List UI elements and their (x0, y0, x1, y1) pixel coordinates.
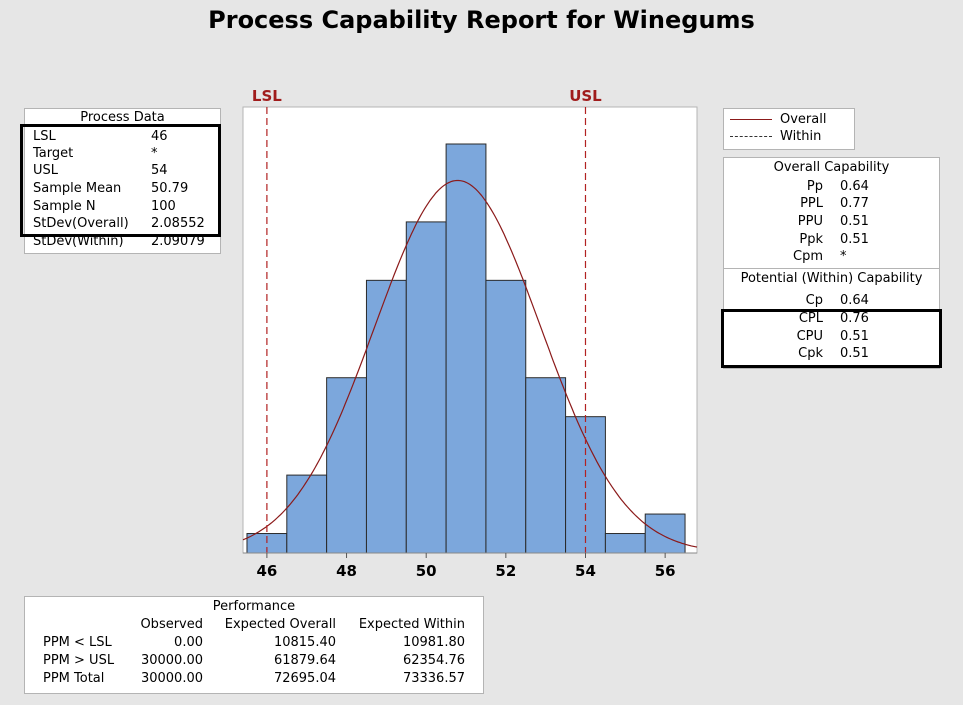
overall-capability-title: Overall Capability (773, 160, 890, 175)
x-tick-label: 48 (336, 562, 357, 580)
histogram-bar (485, 279, 527, 554)
process-data-row: Target * (33, 145, 158, 162)
sample-n-label: Sample N (33, 199, 96, 214)
legend-solid-line (730, 119, 772, 120)
usl-label: USL (569, 87, 602, 105)
histogram-bar (604, 533, 646, 554)
ppu-value: 0.51 (840, 214, 869, 229)
legend-within-label: Within (780, 129, 822, 144)
capability-divider (724, 268, 939, 269)
cpu-value: 0.51 (840, 329, 869, 344)
stdev-within-label: StDev(Within) (33, 234, 124, 249)
legend-item-within: Within (730, 129, 821, 145)
legend-overall-label: Overall (780, 112, 827, 127)
within-capability-title: Potential (Within) Capability (740, 271, 923, 286)
expected-within-header: Expected Within (358, 617, 465, 632)
observed-header: Observed (140, 617, 203, 632)
ppm-usl-expected-overall: 61879.64 (273, 653, 336, 668)
legend-item-overall: Overall (730, 112, 826, 128)
overall-normal-curve (242, 179, 698, 548)
process-data-row: Sample Mean 50.79 (33, 180, 188, 197)
process-data-title: Process Data (80, 110, 165, 125)
histogram-bar (365, 279, 407, 554)
ppk-label: Ppk (799, 232, 823, 247)
histogram-bar (286, 474, 328, 554)
expected-overall-header: Expected Overall (224, 617, 336, 632)
stdev-overall-label: StDev(Overall) (33, 216, 129, 231)
process-data-row: LSL 46 (33, 128, 168, 145)
stdev-overall-value: 2.08552 (151, 216, 205, 231)
pp-value: 0.64 (840, 179, 869, 194)
ppm-total-expected-overall: 72695.04 (273, 671, 336, 686)
pp-label: Pp (806, 179, 823, 194)
ppm-usl-observed: 30000.00 (140, 653, 203, 668)
capability-panel: Overall Capability Pp 0.64 PPL 0.77 PPU 0.5… (723, 157, 940, 369)
sample-mean-label: Sample Mean (33, 181, 122, 196)
ppu-label: PPU (797, 214, 823, 229)
ppm-lsl-observed: 0.00 (174, 635, 203, 650)
ppm-total-expected-within: 73336.57 (402, 671, 465, 686)
usl-label: USL (33, 163, 59, 178)
cpm-label: Cpm (793, 249, 823, 264)
ppm-total-observed: 30000.00 (140, 671, 203, 686)
cpk-value: 0.51 (840, 346, 869, 361)
performance-panel: Performance Observed Expected Overall Ex… (24, 596, 484, 694)
process-data-row: USL 54 (33, 162, 168, 179)
histogram-bar (445, 143, 487, 554)
lsl-value: 46 (151, 129, 168, 144)
x-tick-label: 50 (416, 562, 437, 580)
performance-title: Performance (212, 599, 296, 614)
cpl-label: CPL (798, 311, 823, 326)
cp-label: Cp (805, 293, 823, 308)
lsl-label: LSL (252, 87, 282, 105)
report-title: Process Capability Report for Winegums (208, 6, 755, 34)
x-tick-label: 46 (256, 562, 277, 580)
process-data-row: StDev(Overall) 2.08552 (33, 215, 205, 232)
cpl-value: 0.76 (840, 311, 869, 326)
process-data-row: Sample N 100 (33, 198, 176, 215)
histogram-bar (525, 377, 567, 554)
ppm-usl-label: PPM > USL (43, 653, 115, 668)
ppl-value: 0.77 (840, 196, 869, 211)
histogram-bar (405, 221, 447, 554)
sample-n-value: 100 (151, 199, 176, 214)
ppm-usl-expected-within: 62354.76 (402, 653, 465, 668)
lsl-label: LSL (33, 129, 56, 144)
x-tick-label: 52 (495, 562, 516, 580)
ppk-value: 0.51 (840, 232, 869, 247)
histogram-bar (644, 513, 686, 554)
usl-value: 54 (151, 163, 168, 178)
legend-panel: Overall Within (723, 108, 855, 150)
ppm-lsl-label: PPM < LSL (43, 635, 112, 650)
target-label: Target (33, 146, 74, 161)
stdev-within-value: 2.09079 (151, 234, 205, 249)
ppm-lsl-expected-overall: 10815.40 (273, 635, 336, 650)
cp-value: 0.64 (840, 293, 869, 308)
x-tick-label: 56 (655, 562, 676, 580)
process-data-row: StDev(Within) 2.09079 (33, 233, 205, 250)
cpm-value: * (840, 249, 847, 264)
sample-mean-value: 50.79 (151, 181, 189, 196)
histogram-bar (326, 377, 367, 554)
process-data-panel: Process Data LSL 46 Target * USL 54 Sample … (24, 108, 221, 254)
legend-dashed-line (730, 136, 772, 137)
cpu-label: CPU (796, 329, 823, 344)
ppm-lsl-expected-within: 10981.80 (402, 635, 465, 650)
target-value: * (151, 146, 158, 161)
ppm-total-label: PPM Total (43, 671, 105, 686)
ppl-label: PPL (800, 196, 823, 211)
x-tick-label: 54 (575, 562, 596, 580)
cpk-label: Cpk (798, 346, 823, 361)
